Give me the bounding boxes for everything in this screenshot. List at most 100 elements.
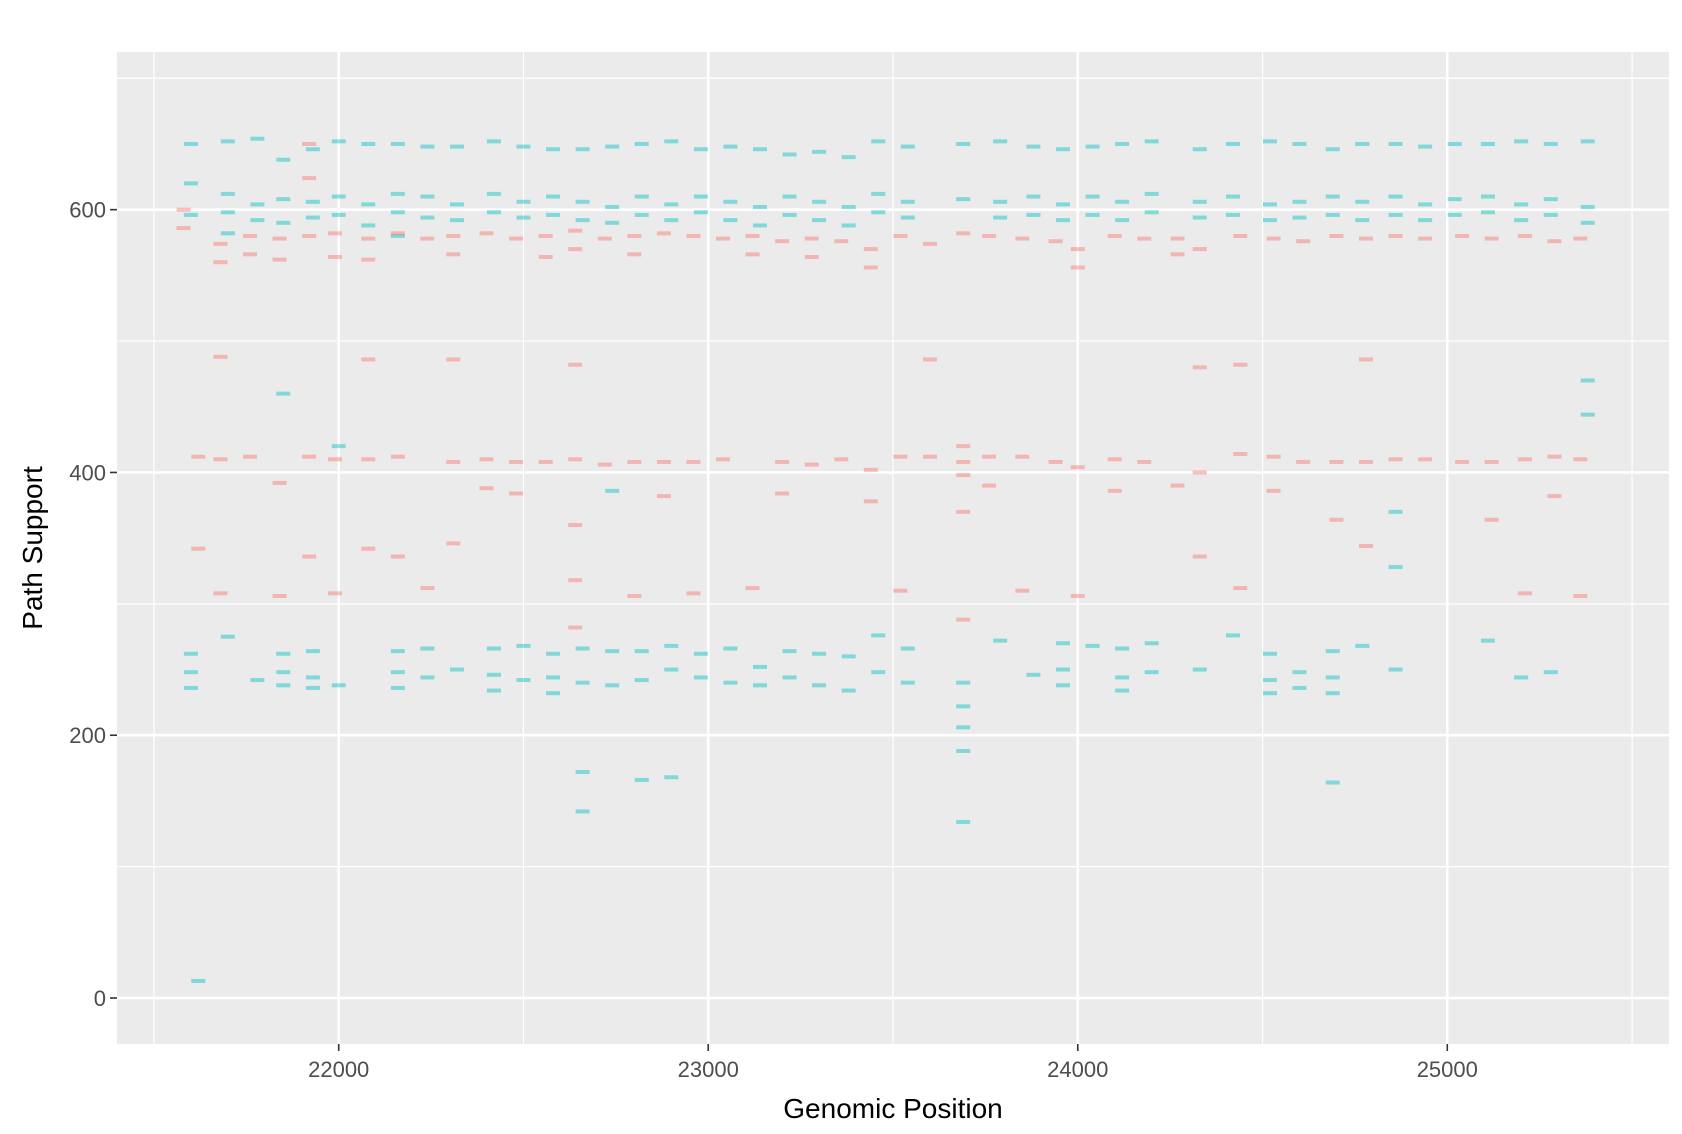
data-point [250,136,265,141]
data-point [1388,141,1403,146]
data-point [1543,670,1558,675]
data-point [213,457,228,462]
data-point [546,651,561,656]
data-point [656,459,671,464]
data-point [183,651,198,656]
data-point [723,199,738,204]
data-point [250,218,265,223]
data-point [1580,378,1595,383]
data-point [1225,194,1240,199]
data-point [1514,202,1529,207]
x-tick-label: 23000 [678,1057,739,1082]
data-point [1225,633,1240,638]
data-point [1292,670,1307,675]
data-point [486,672,501,677]
data-point [605,205,620,210]
data-point [250,202,265,207]
data-point [176,226,191,231]
data-point [863,265,878,270]
data-point [597,236,612,241]
y-tick-labels: 0 200 400 600 [69,198,106,1011]
data-point [390,210,405,215]
data-point [575,199,590,204]
data-point [1480,210,1495,215]
axis-ticks [110,208,1449,1051]
data-point [575,147,590,152]
data-point [656,231,671,236]
data-point [420,215,435,220]
data-point [305,649,320,654]
data-point [1262,202,1277,207]
data-point [1418,457,1433,462]
data-point [1514,675,1529,680]
data-point [1262,691,1277,696]
data-point [804,462,819,467]
data-point [1388,667,1403,672]
data-point [446,233,461,238]
data-point [390,454,405,459]
data-point [272,480,287,485]
data-point [486,191,501,196]
data-point [1070,593,1085,598]
data-point [956,459,971,464]
data-point [1085,643,1100,648]
data-point [627,593,642,598]
data-point [305,199,320,204]
data-point [1292,215,1307,220]
data-point [841,688,856,693]
data-point [1192,199,1207,204]
data-point [1048,459,1063,464]
x-axis-title: Genomic Position [783,1093,1002,1124]
data-point [568,247,583,252]
data-point [1447,212,1462,217]
data-point [276,391,291,396]
data-point [775,459,790,464]
data-point [956,704,971,709]
data-point [1192,247,1207,252]
data-point [1325,691,1340,696]
data-point [213,260,228,265]
data-point [1055,147,1070,152]
data-point [1070,465,1085,470]
data-point [220,210,235,215]
x-tick-labels: 22000 23000 24000 25000 [308,1057,1478,1082]
data-point [1355,218,1370,223]
data-point [420,144,435,149]
data-point [1292,685,1307,690]
data-point [486,139,501,144]
data-point [1480,638,1495,643]
data-point [1026,212,1041,217]
data-point [546,147,561,152]
data-point [693,194,708,199]
data-point [627,252,642,257]
data-point [183,670,198,675]
data-point [1262,651,1277,656]
data-point [331,212,346,217]
data-point [446,252,461,257]
data-point [1144,210,1159,215]
data-point [1144,191,1159,196]
data-point [1085,194,1100,199]
data-point [568,625,583,630]
data-point [568,523,583,528]
y-tick-label: 600 [69,198,106,223]
data-point [1015,588,1030,593]
data-marks [176,136,1595,983]
data-point [1055,202,1070,207]
data-point [1325,780,1340,785]
data-point [183,181,198,186]
data-point [575,770,590,775]
data-point [276,197,291,202]
data-point [993,638,1008,643]
data-point [420,586,435,591]
x-tick-label: 25000 [1417,1057,1478,1082]
data-point [782,152,797,157]
data-point [1543,141,1558,146]
data-point [302,233,317,238]
data-point [634,649,649,654]
data-point [812,199,827,204]
data-point [1115,675,1130,680]
data-point [900,199,915,204]
data-point [1170,483,1185,488]
